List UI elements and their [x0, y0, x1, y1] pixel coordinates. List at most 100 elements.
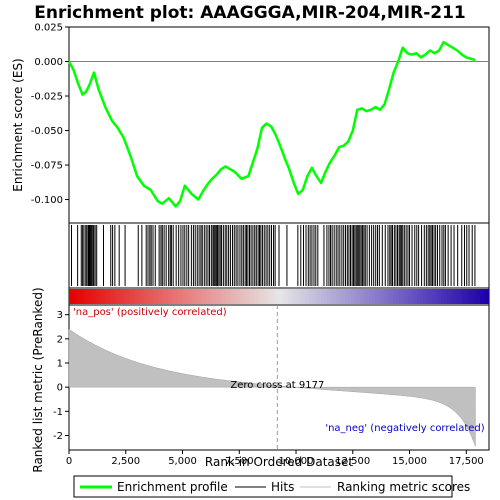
- colorbar-segment: [474, 289, 478, 304]
- colorbar-segment: [75, 289, 79, 304]
- colorbar-segment: [306, 289, 310, 304]
- metric-tick-label: -1: [53, 407, 63, 418]
- colorbar-segment: [93, 289, 97, 304]
- colorbar-segment: [147, 289, 151, 304]
- metric-tick-label: 2: [57, 334, 63, 345]
- colorbar-segment: [138, 289, 142, 304]
- colorbar-segment: [195, 289, 199, 304]
- ranking-metric-area: [68, 328, 476, 447]
- colorbar-segment: [213, 289, 217, 304]
- colorbar-segment: [453, 289, 457, 304]
- colorbar-segment: [399, 289, 403, 304]
- colorbar-segment: [240, 289, 244, 304]
- colorbar-segment: [183, 289, 187, 304]
- colorbar-segment: [129, 289, 133, 304]
- colorbar-segment: [450, 289, 454, 304]
- colorbar-segment: [312, 289, 316, 304]
- colorbar-segment: [99, 289, 103, 304]
- colorbar-segment: [456, 289, 460, 304]
- colorbar-segment: [270, 289, 274, 304]
- colorbar-segment: [351, 289, 355, 304]
- colorbar-segment: [264, 289, 268, 304]
- metric-tick-label: 0: [57, 383, 63, 394]
- colorbar-segment: [105, 289, 109, 304]
- colorbar-segment: [372, 289, 376, 304]
- colorbar-segment: [441, 289, 445, 304]
- colorbar-segment: [393, 289, 397, 304]
- colorbar-segment: [135, 289, 139, 304]
- colorbar-segment: [237, 289, 241, 304]
- colorbar-segment: [144, 289, 148, 304]
- colorbar-segment: [357, 289, 361, 304]
- colorbar-segment: [159, 289, 163, 304]
- colorbar-segment: [201, 289, 205, 304]
- colorbar-segment: [447, 289, 451, 304]
- colorbar-segment: [387, 289, 391, 304]
- colorbar-segment: [408, 289, 412, 304]
- legend-label-enrichment: Enrichment profile: [117, 480, 228, 494]
- colorbar-segment: [336, 289, 340, 304]
- colorbar-segment: [375, 289, 379, 304]
- colorbar-segment: [477, 289, 481, 304]
- x-tick-label: 15,000: [392, 456, 427, 467]
- colorbar-segment: [87, 289, 91, 304]
- metric-axis-ticks: 3 2 1 0 -1 -2: [53, 310, 69, 442]
- colorbar-segment: [192, 289, 196, 304]
- colorbar-segment: [378, 289, 382, 304]
- metric-tick-label: 3: [57, 310, 63, 321]
- colorbar-segment: [222, 289, 226, 304]
- colorbar-segment: [141, 289, 145, 304]
- colorbar-segment: [186, 289, 190, 304]
- colorbar-segment: [243, 289, 247, 304]
- colorbar-segment: [426, 289, 430, 304]
- colorbar-segment: [153, 289, 157, 304]
- hits-group: [70, 225, 476, 286]
- colorbar-segment: [204, 289, 208, 304]
- colorbar-segment: [315, 289, 319, 304]
- colorbar-segment: [420, 289, 424, 304]
- colorbar-segment: [459, 289, 463, 304]
- colorbar-segment: [366, 289, 370, 304]
- colorbar-segment: [360, 289, 364, 304]
- colorbar-segment: [258, 289, 262, 304]
- colorbar-segment: [384, 289, 388, 304]
- colorbar-segment: [78, 289, 82, 304]
- colorbar-segment: [225, 289, 229, 304]
- colorbar-segment: [165, 289, 169, 304]
- colorbar-segment: [123, 289, 127, 304]
- colorbar-segment: [267, 289, 271, 304]
- neg-correlated-label: 'na_neg' (negatively correlated): [325, 423, 484, 434]
- colorbar-segment: [117, 289, 121, 304]
- colorbar-segment: [438, 289, 442, 304]
- colorbar-segment: [390, 289, 394, 304]
- x-tick-label: 17,500: [449, 456, 484, 467]
- colorbar-segment: [180, 289, 184, 304]
- es-panel: [68, 26, 490, 224]
- colorbar-segment: [465, 289, 469, 304]
- colorbar-segment: [483, 289, 487, 304]
- colorbar-segment: [108, 289, 112, 304]
- es-tick-label: 0.000: [34, 57, 63, 68]
- es-tick-label: -0.100: [31, 195, 63, 206]
- colorbar-segment: [69, 289, 73, 304]
- colorbar-segment: [255, 289, 259, 304]
- colorbar-segment: [330, 289, 334, 304]
- colorbar-segment: [168, 289, 172, 304]
- colorbar-segment: [114, 289, 118, 304]
- pos-correlated-label: 'na_pos' (positively correlated): [73, 307, 227, 318]
- colorbar-segment: [90, 289, 94, 304]
- colorbar-segment: [276, 289, 280, 304]
- ranking-metric-area-group: [68, 328, 476, 447]
- colorbar-segment: [468, 289, 472, 304]
- colorbar-segment: [210, 289, 214, 304]
- metric-axis-label: Ranked list metric (PreRanked): [31, 287, 45, 472]
- colorbar-segment: [303, 289, 307, 304]
- colorbar-segment: [402, 289, 406, 304]
- colorbar-segment: [177, 289, 181, 304]
- es-tick-label: 0.025: [34, 23, 63, 34]
- enrichment-profile-line: [67, 40, 476, 208]
- es-tick-label: -0.025: [31, 92, 63, 103]
- x-axis-ticks: 0 2,500 5,000 7,500 10,000 12,500 15,000 17,500: [66, 450, 484, 467]
- colorbar-segment: [102, 289, 106, 304]
